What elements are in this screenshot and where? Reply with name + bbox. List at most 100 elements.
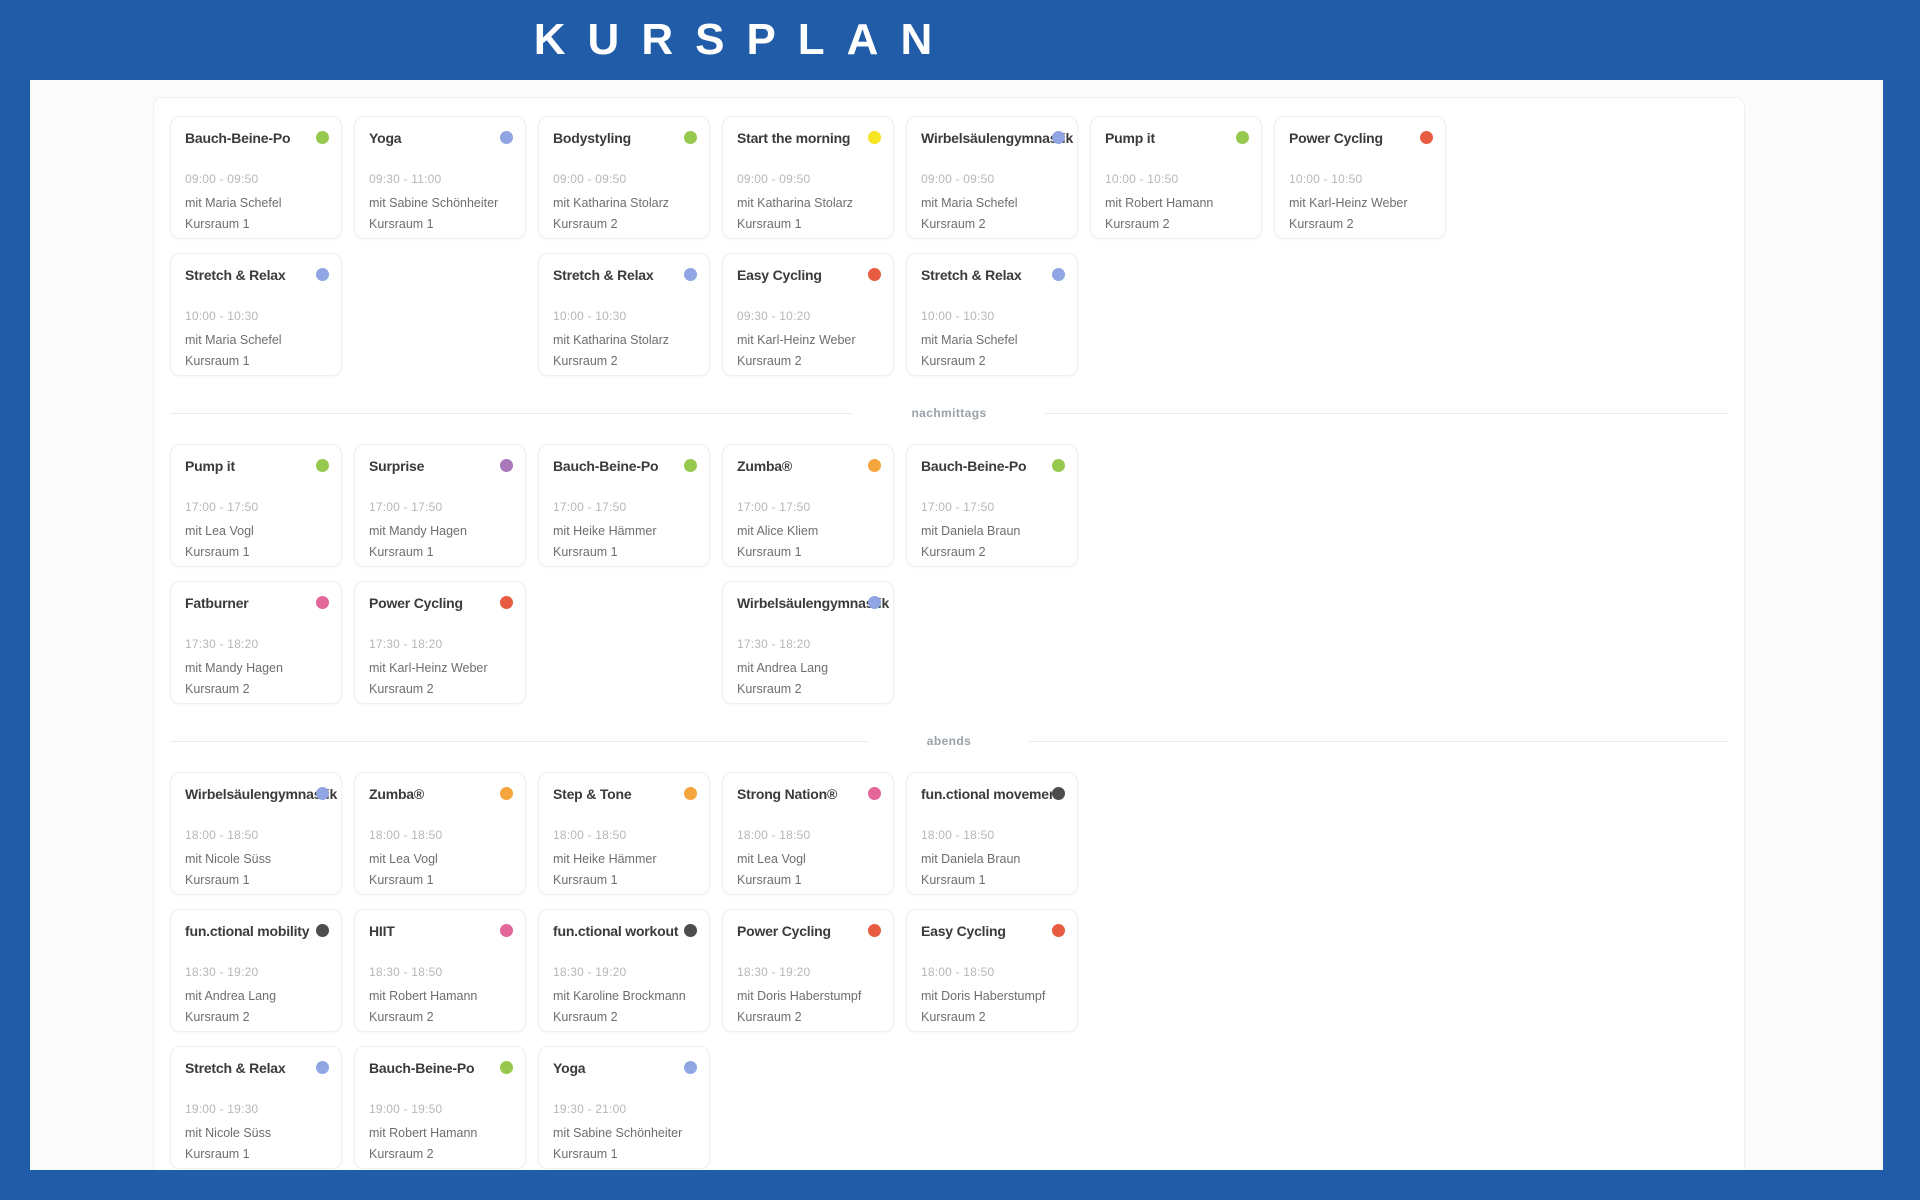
course-trainer: mit Karl-Heinz Weber	[737, 333, 856, 347]
course-card[interactable]: fun.ctional mobility 18:30 - 19:20 mit A…	[170, 909, 342, 1032]
course-time: 18:00 - 18:50	[921, 828, 995, 842]
course-color-dot	[1052, 787, 1065, 800]
course-card[interactable]: Easy Cycling 09:30 - 10:20 mit Karl-Hein…	[722, 253, 894, 376]
course-card-header: Bauch-Beine-Po	[185, 130, 329, 146]
course-room: Kursraum 1	[553, 873, 618, 887]
course-card[interactable]: Yoga 19:30 - 21:00 mit Sabine Schönheite…	[538, 1046, 710, 1169]
course-trainer: mit Karl-Heinz Weber	[369, 661, 488, 675]
course-trainer: mit Nicole Süss	[185, 852, 272, 866]
course-card-header: Surprise	[369, 458, 513, 474]
course-time: 18:00 - 18:50	[553, 828, 627, 842]
course-title: Bauch-Beine-Po	[185, 130, 291, 146]
course-room: Kursraum 1	[185, 217, 250, 231]
course-room: Kursraum 1	[737, 873, 802, 887]
course-title: Stretch & Relax	[185, 1060, 286, 1076]
course-title: Bauch-Beine-Po	[921, 458, 1027, 474]
schedule-row: Wirbelsäulengymnastik 18:00 - 18:50 mit …	[170, 772, 1728, 895]
course-color-dot	[868, 459, 881, 472]
course-card-header: Bauch-Beine-Po	[553, 458, 697, 474]
course-card[interactable]: Stretch & Relax 10:00 - 10:30 mit Maria …	[906, 253, 1078, 376]
course-card-header: Start the morning	[737, 130, 881, 146]
course-time: 17:30 - 18:20	[369, 637, 443, 651]
course-time: 09:00 - 09:50	[921, 172, 995, 186]
course-title: Power Cycling	[737, 923, 831, 939]
course-card[interactable]: fun.ctional workout 18:30 - 19:20 mit Ka…	[538, 909, 710, 1032]
course-card-header: Easy Cycling	[737, 267, 881, 283]
schedule-row: Bauch-Beine-Po 09:00 - 09:50 mit Maria S…	[170, 116, 1728, 239]
course-card-header: Stretch & Relax	[185, 267, 329, 283]
course-title: Yoga	[369, 130, 402, 146]
course-card[interactable]: Pump it 10:00 - 10:50 mit Robert Hamann …	[1090, 116, 1262, 239]
course-color-dot	[868, 596, 881, 609]
course-card[interactable]: Bodystyling 09:00 - 09:50 mit Katharina …	[538, 116, 710, 239]
course-card[interactable]: Start the morning 09:00 - 09:50 mit Kath…	[722, 116, 894, 239]
course-title: Surprise	[369, 458, 425, 474]
course-card[interactable]: Stretch & Relax 10:00 - 10:30 mit Maria …	[170, 253, 342, 376]
course-card[interactable]: Step & Tone 18:00 - 18:50 mit Heike Hämm…	[538, 772, 710, 895]
course-color-dot	[684, 459, 697, 472]
course-color-dot	[1052, 924, 1065, 937]
course-card[interactable]: Bauch-Beine-Po 09:00 - 09:50 mit Maria S…	[170, 116, 342, 239]
course-card[interactable]: Bauch-Beine-Po 19:00 - 19:50 mit Robert …	[354, 1046, 526, 1169]
course-card[interactable]: Easy Cycling 18:00 - 18:50 mit Doris Hab…	[906, 909, 1078, 1032]
section-divider: nachmittags	[170, 404, 1728, 422]
course-card-header: Fatburner	[185, 595, 329, 611]
course-card[interactable]: Bauch-Beine-Po 17:00 - 17:50 mit Heike H…	[538, 444, 710, 567]
course-card[interactable]: Zumba® 18:00 - 18:50 mit Lea Vogl Kursra…	[354, 772, 526, 895]
course-card-header: Power Cycling	[1289, 130, 1433, 146]
course-card[interactable]: Power Cycling 10:00 - 10:50 mit Karl-Hei…	[1274, 116, 1446, 239]
course-trainer: mit Mandy Hagen	[369, 524, 467, 538]
course-card[interactable]: Bauch-Beine-Po 17:00 - 17:50 mit Daniela…	[906, 444, 1078, 567]
course-title: Power Cycling	[1289, 130, 1383, 146]
course-title: fun.ctional mobility	[185, 923, 310, 939]
course-card[interactable]: Stretch & Relax 19:00 - 19:30 mit Nicole…	[170, 1046, 342, 1169]
course-card[interactable]: Pump it 17:00 - 17:50 mit Lea Vogl Kursr…	[170, 444, 342, 567]
course-trainer: mit Katharina Stolarz	[553, 196, 670, 210]
course-card[interactable]: Surprise 17:00 - 17:50 mit Mandy Hagen K…	[354, 444, 526, 567]
course-time: 18:00 - 18:50	[185, 828, 259, 842]
page-title: KURSPLAN	[533, 15, 955, 64]
course-card[interactable]: Power Cycling 17:30 - 18:20 mit Karl-Hei…	[354, 581, 526, 704]
course-card[interactable]: Yoga 09:30 - 11:00 mit Sabine Schönheite…	[354, 116, 526, 239]
schedule-row: Stretch & Relax 10:00 - 10:30 mit Maria …	[170, 253, 1728, 376]
course-time: 18:00 - 18:50	[369, 828, 443, 842]
course-trainer: mit Maria Schefel	[921, 333, 1018, 347]
course-room: Kursraum 1	[185, 873, 250, 887]
schedule-row: fun.ctional mobility 18:30 - 19:20 mit A…	[170, 909, 1728, 1032]
course-color-dot	[500, 787, 513, 800]
course-card[interactable]: Strong Nation® 18:00 - 18:50 mit Lea Vog…	[722, 772, 894, 895]
course-trainer: mit Andrea Lang	[185, 989, 277, 1003]
course-time: 17:00 - 17:50	[185, 500, 259, 514]
course-title: Yoga	[553, 1060, 586, 1076]
course-card[interactable]: Power Cycling 18:30 - 19:20 mit Doris Ha…	[722, 909, 894, 1032]
course-room: Kursraum 1	[921, 873, 986, 887]
course-card[interactable]: Wirbelsäulengymnastik 17:30 - 18:20 mit …	[722, 581, 894, 704]
course-title: Pump it	[1105, 130, 1155, 146]
course-title: Start the morning	[737, 130, 851, 146]
course-card[interactable]: Stretch & Relax 10:00 - 10:30 mit Kathar…	[538, 253, 710, 376]
course-title: Bauch-Beine-Po	[553, 458, 659, 474]
course-time: 09:00 - 09:50	[185, 172, 259, 186]
course-card[interactable]: Fatburner 17:30 - 18:20 mit Mandy Hagen …	[170, 581, 342, 704]
course-color-dot	[316, 924, 329, 937]
course-time: 17:00 - 17:50	[369, 500, 443, 514]
course-card-header: Bauch-Beine-Po	[369, 1060, 513, 1076]
divider-line	[170, 740, 869, 742]
course-room: Kursraum 2	[921, 354, 986, 368]
course-room: Kursraum 2	[1105, 217, 1170, 231]
course-color-dot	[316, 596, 329, 609]
course-card[interactable]: fun.ctional movement 18:00 - 18:50 mit D…	[906, 772, 1078, 895]
course-card[interactable]: HIIT 18:30 - 18:50 mit Robert Hamann Kur…	[354, 909, 526, 1032]
course-trainer: mit Mandy Hagen	[185, 661, 283, 675]
course-time: 18:30 - 18:50	[369, 965, 443, 979]
course-trainer: mit Daniela Braun	[921, 852, 1021, 866]
course-trainer: mit Katharina Stolarz	[737, 196, 854, 210]
course-color-dot	[500, 459, 513, 472]
course-color-dot	[500, 924, 513, 937]
course-card[interactable]: Zumba® 17:00 - 17:50 mit Alice Kliem Kur…	[722, 444, 894, 567]
course-room: Kursraum 2	[921, 1010, 986, 1024]
course-card[interactable]: Wirbelsäulengymnastik 18:00 - 18:50 mit …	[170, 772, 342, 895]
course-title: Stretch & Relax	[921, 267, 1022, 283]
course-card-header: Strong Nation®	[737, 786, 881, 802]
course-card[interactable]: Wirbelsäulengymnastik 09:00 - 09:50 mit …	[906, 116, 1078, 239]
